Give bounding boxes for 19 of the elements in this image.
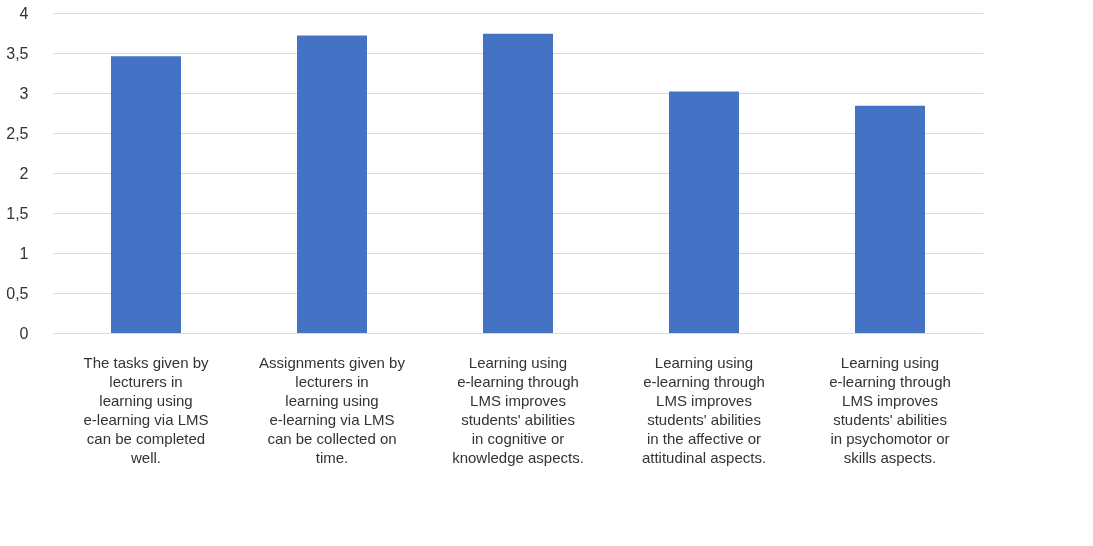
y-tick-label: 4: [19, 4, 29, 22]
x-tick-label: The tasks given by lecturers in learning using e-learning via LMS can be completed well.: [83, 353, 210, 466]
x-tick-label: Learning using e-learning through LMS improves students' abilities in psychomotor or skills aspects.: [829, 353, 951, 466]
y-tick-label: 3: [19, 84, 29, 102]
y-tick-label: 2: [19, 164, 29, 182]
y-tick-label: 1: [19, 244, 29, 262]
x-tick-label: Learning using e-learning through LMS improves students' abilities in the affective or attitudinal aspects.: [641, 353, 767, 466]
bar: [483, 33, 553, 333]
y-tick-label: 1,5: [6, 204, 29, 222]
y-tick-label: 3,5: [6, 44, 29, 62]
bar: [855, 105, 925, 333]
y-tick-label: 0: [19, 324, 29, 342]
x-tick-label: Learning using e-learning through LMS improves students' abilities in cognitive or knowledge aspects.: [452, 353, 584, 466]
bar: [669, 91, 739, 333]
y-tick-label: 0,5: [6, 284, 29, 302]
bar: [297, 35, 367, 333]
x-tick-label: Assignments given by lecturers in learning using e-learning via LMS can be collected on time.: [259, 353, 406, 466]
y-tick-label: 2,5: [6, 124, 29, 142]
bar: [111, 56, 181, 333]
